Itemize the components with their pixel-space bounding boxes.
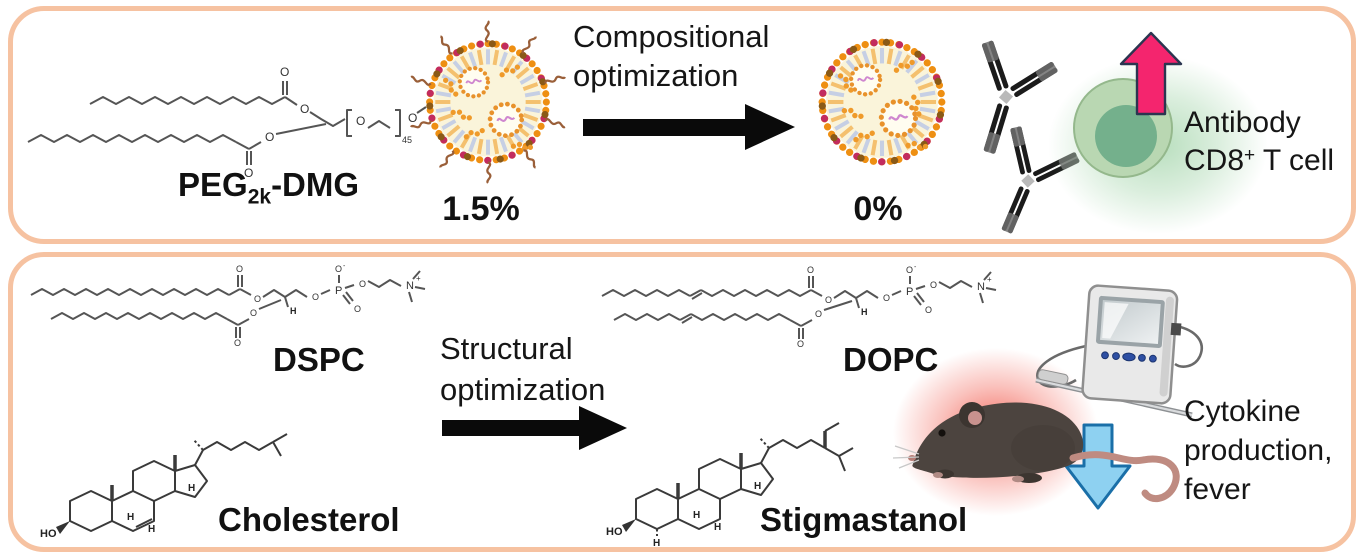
peg-dmg-structure: O O O O O 45 O xyxy=(27,65,427,180)
inner-micelle xyxy=(490,104,522,136)
decrease-arrow xyxy=(1064,423,1132,510)
increase-arrow xyxy=(1119,31,1183,116)
mouse-whiskers xyxy=(892,445,920,469)
inner-micelle xyxy=(881,101,915,135)
atom-label: O xyxy=(797,339,804,349)
cholesterol-structure: HO H H H xyxy=(40,433,288,540)
mouse-tail xyxy=(1069,451,1180,503)
atom-label: H xyxy=(653,538,660,549)
lnp-with-peg xyxy=(409,19,567,185)
atom-label: O xyxy=(335,264,342,274)
atom-label: HO xyxy=(606,526,623,538)
atom-label: O xyxy=(250,308,257,318)
atom-label: O xyxy=(815,309,822,319)
atom-label: H xyxy=(693,510,700,521)
atom-label: H xyxy=(148,524,155,535)
atom-label: + xyxy=(416,274,421,283)
atom-label: O xyxy=(280,65,289,79)
atom-label: O xyxy=(300,102,309,116)
atom-label: O xyxy=(265,130,274,144)
thermometer-device xyxy=(1035,284,1203,418)
atom-label: O xyxy=(925,305,932,315)
atom-label: H xyxy=(714,522,721,533)
dopc-structure: O O H O O O P O - O O N + xyxy=(601,264,997,349)
atom-label: - xyxy=(343,263,346,270)
atom-label: 45 xyxy=(402,135,412,145)
atom-label: O xyxy=(356,114,365,128)
right-arrow xyxy=(583,104,795,150)
inner-micelle xyxy=(851,65,880,94)
mouse-eye xyxy=(938,429,946,437)
atom-label: O xyxy=(825,295,832,305)
atom-label: N xyxy=(406,280,414,292)
peg-dmg-label: PEG2k-DMG xyxy=(178,166,360,209)
atom-label: - xyxy=(914,264,917,271)
inner-micelle xyxy=(460,68,488,96)
atom-label: H xyxy=(861,307,868,317)
atom-label: O xyxy=(930,280,937,290)
atom-label: O xyxy=(807,265,814,275)
compositional-optimization-label: Compositional optimization xyxy=(573,19,770,93)
atom-label: O xyxy=(906,265,913,275)
right-arrow xyxy=(442,406,627,450)
atom-label: O xyxy=(236,264,243,274)
structural-optimization-label: Structural optimization xyxy=(440,331,606,407)
lnp-without-peg xyxy=(818,38,946,166)
stigmastanol-structure: HO H H H H xyxy=(606,422,854,549)
atom-label: O xyxy=(883,293,890,303)
thermometer-body xyxy=(1081,284,1182,405)
peg-percentage-before: 1.5% xyxy=(442,190,520,228)
peg-percentage-after: 0% xyxy=(853,190,903,228)
atom-label: H xyxy=(290,306,297,316)
mouse-nose xyxy=(908,455,916,461)
atom-label: O xyxy=(359,279,366,289)
atom-label: O xyxy=(312,292,319,302)
atom-label: O xyxy=(254,294,261,304)
atom-label: P xyxy=(906,286,913,298)
atom-label: H xyxy=(127,512,134,523)
top-result-label: Antibody CD8+ T cell xyxy=(1184,106,1335,177)
atom-label: N xyxy=(977,281,985,293)
dspc-label: DSPC xyxy=(273,341,365,378)
atom-label: O xyxy=(408,111,417,125)
atom-label: O xyxy=(354,304,361,314)
atom-label: P xyxy=(335,285,342,297)
atom-label: + xyxy=(987,275,992,284)
mouse-illustration xyxy=(892,402,1180,503)
atom-label: O xyxy=(244,166,253,180)
thermometer-buttons xyxy=(1101,351,1157,363)
dspc-structure: O O H O O O P O - O O N + xyxy=(30,263,426,348)
atom-label: HO xyxy=(40,528,57,540)
atom-label: H xyxy=(754,481,761,492)
bottom-result-label: Cytokine production, fever xyxy=(1184,395,1333,506)
t-cell-nucleus xyxy=(1095,105,1157,167)
atom-label: H xyxy=(188,483,195,494)
cholesterol-label: Cholesterol xyxy=(218,501,400,538)
atom-label: O xyxy=(234,338,241,348)
